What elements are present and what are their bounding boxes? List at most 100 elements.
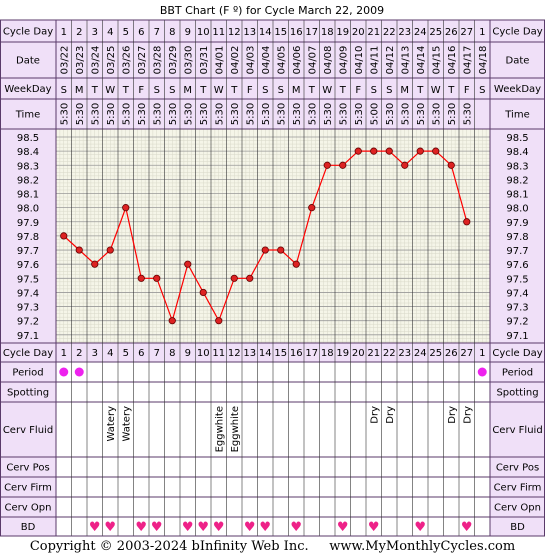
cycle-day-label-bottom: 22	[383, 348, 396, 359]
cycle-day-label-bottom: 5	[123, 348, 129, 359]
date-label: 03/25	[106, 46, 117, 75]
row-label-left: Cerv Fluid	[3, 425, 53, 436]
bd-heart-icon: ♥	[259, 520, 271, 535]
date-label: 04/16	[447, 46, 458, 75]
row-label-right: Cerv Fluid	[492, 425, 542, 436]
cycle-day-label-bottom: 23	[398, 348, 411, 359]
weekday-label: S	[61, 85, 67, 96]
footer-site-link[interactable]: www.MyMonthlyCycles.com	[329, 539, 516, 554]
row-label-right: Date	[506, 56, 530, 67]
weekday-label: S	[169, 85, 175, 96]
cycle-day-label-bottom: 18	[321, 348, 334, 359]
cycle-day-label: 1	[61, 27, 67, 38]
date-label: 03/23	[75, 46, 86, 75]
time-label: 5:30	[168, 103, 179, 125]
row-label-right: Cerv Firm	[494, 483, 542, 494]
y-tick-label-right: 98.4	[506, 147, 528, 158]
y-tick-label-right: 97.1	[506, 331, 528, 342]
row-label-left: BD	[21, 522, 36, 533]
date-label: 04/14	[416, 46, 427, 75]
date-label: 04/02	[230, 46, 241, 75]
row-label-left: Cerv Firm	[4, 483, 52, 494]
cycle-day-label: 4	[107, 27, 113, 38]
weekday-label: S	[386, 85, 392, 96]
date-label: 04/04	[261, 46, 272, 75]
bd-heart-icon: ♥	[151, 520, 163, 535]
cycle-day-label: 23	[398, 27, 411, 38]
cerv-fluid-label: Dry	[447, 406, 458, 424]
time-label: 5:30	[338, 103, 349, 125]
weekday-label: T	[339, 85, 347, 96]
bd-heart-icon: ♥	[89, 520, 101, 535]
temperature-point	[122, 204, 130, 212]
weekday-label: F	[138, 85, 144, 96]
cycle-day-label: 15	[274, 27, 287, 38]
cycle-day-label: 5	[123, 27, 129, 38]
period-dot	[59, 367, 69, 377]
y-tick-label-left: 98.5	[17, 133, 39, 144]
temperature-point	[323, 161, 331, 169]
date-label: 04/10	[354, 46, 365, 75]
time-label: 5:30	[462, 103, 473, 125]
time-label: 5:30	[214, 103, 225, 125]
cycle-day-label: 7	[154, 27, 160, 38]
temperature-point	[230, 274, 238, 282]
weekday-label: M	[183, 85, 192, 96]
chart-title: BBT Chart (F º) for Cycle March 22, 2009	[160, 4, 384, 17]
y-tick-label-left: 98.3	[17, 161, 39, 172]
time-label: 5:30	[307, 103, 318, 125]
row-label-left: Cerv Pos	[6, 463, 49, 474]
cycle-day-label: 16	[290, 27, 303, 38]
weekday-label: W	[214, 85, 224, 96]
weekday-label: F	[464, 85, 470, 96]
cycle-day-label-bottom: 3	[92, 348, 98, 359]
y-tick-label-left: 97.6	[17, 260, 39, 271]
bd-heart-icon: ♥	[197, 520, 209, 535]
date-label: 04/12	[385, 46, 396, 75]
y-tick-label-left: 97.4	[17, 288, 39, 299]
cycle-day-label-bottom: 14	[259, 348, 272, 359]
cycle-day-label-bottom: 25	[429, 348, 442, 359]
cycle-day-label-bottom: 20	[352, 348, 365, 359]
time-label: 5:30	[385, 103, 396, 125]
cycle-day-label: 2	[76, 27, 82, 38]
temperature-point	[199, 288, 207, 297]
left-labels-background	[0, 362, 56, 536]
cycle-day-label-bottom: 24	[414, 348, 427, 359]
cycle-day-label: 27	[460, 27, 473, 38]
cycle-day-label-bottom: 13	[243, 348, 256, 359]
cerv-fluid-label: Eggwhite	[230, 406, 241, 452]
y-tick-label-right: 98.0	[506, 204, 528, 215]
temperature-point	[184, 260, 192, 268]
temperature-point	[137, 274, 145, 282]
time-label: 5:30	[416, 103, 427, 125]
weekday-label: T	[447, 85, 455, 96]
date-label: 04/11	[369, 46, 380, 75]
cycle-day-label: 25	[429, 27, 442, 38]
date-label: 03/26	[121, 46, 132, 75]
cycle-day-label: 3	[92, 27, 98, 38]
date-label: 04/13	[400, 46, 411, 75]
date-label: 03/22	[59, 46, 70, 75]
temperature-point	[370, 147, 378, 155]
bd-heart-icon: ♥	[337, 520, 349, 535]
header-background	[0, 20, 545, 129]
date-label: 03/29	[168, 46, 179, 75]
y-tick-label-left: 97.9	[17, 218, 39, 229]
cycle-day-label-bottom: 7	[154, 348, 160, 359]
period-dot	[74, 367, 84, 377]
temperature-point	[401, 161, 409, 169]
cycle-day-label-bottom: 4	[107, 348, 113, 359]
temperature-point	[261, 246, 269, 254]
cerv-fluid-label: Watery	[121, 406, 132, 442]
row-label-right: Cycle Day	[492, 348, 542, 359]
chart-grid	[0, 19, 545, 537]
cerv-fluid-label: Dry	[462, 406, 473, 424]
cycle-day-label-bottom: 27	[460, 348, 473, 359]
cycle-day-label-bottom: 9	[185, 348, 191, 359]
y-tick-label-right: 97.7	[506, 246, 528, 257]
weekday-label: M	[292, 85, 301, 96]
row-label-left: Cerv Opn	[5, 503, 52, 514]
weekday-label: T	[230, 85, 238, 96]
time-label: 5:30	[447, 103, 458, 125]
